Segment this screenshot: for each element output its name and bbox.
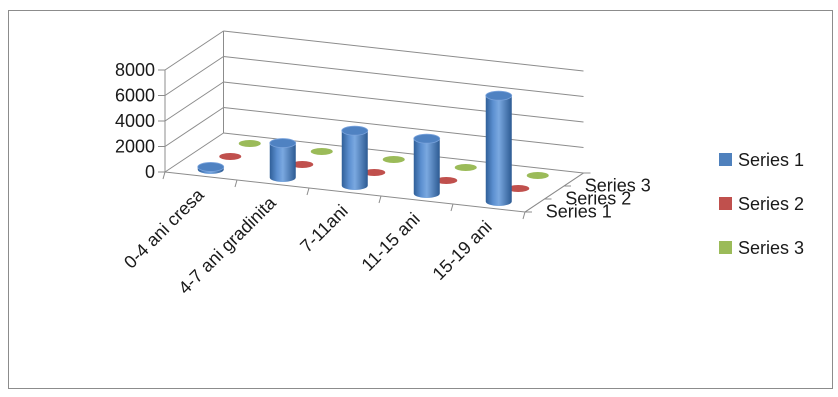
data-disc	[435, 177, 458, 184]
data-bar	[197, 162, 225, 174]
data-disc	[363, 169, 386, 176]
y-tick-label: 0	[145, 162, 155, 182]
back-gridline	[223, 56, 584, 97]
side-gridline	[164, 81, 224, 122]
depth-label: Series 1	[546, 202, 612, 222]
x-tick	[162, 171, 166, 180]
legend-swatch	[719, 241, 732, 254]
y-axis: 0 2000 4000 6000 8000	[115, 60, 165, 182]
bar-body	[485, 95, 512, 206]
data-bar	[341, 125, 369, 190]
data-disc	[219, 153, 242, 160]
data-disc	[526, 172, 549, 179]
bar-top	[485, 90, 513, 101]
data-bar	[269, 138, 297, 183]
depth-label: Series 3	[585, 176, 651, 196]
legend-label: Series 1	[738, 150, 804, 170]
legend: Series 1 Series 2 Series 3	[719, 150, 804, 258]
bar-top	[269, 138, 297, 148]
x-tick	[234, 179, 238, 188]
depth-axis-line	[524, 172, 584, 213]
bar-body	[341, 130, 368, 190]
data-disc	[291, 161, 314, 168]
x-tick	[522, 211, 526, 220]
legend-label: Series 3	[738, 238, 804, 258]
legend-label: Series 2	[738, 194, 804, 214]
bar-top	[341, 125, 369, 136]
bar-top	[413, 133, 441, 144]
y-tick-label: 4000	[115, 111, 155, 131]
back-gridline	[223, 107, 584, 148]
y-tick-label: 2000	[115, 137, 155, 157]
bar-body	[269, 143, 296, 183]
data-bar	[413, 133, 441, 198]
data-disc	[507, 185, 530, 192]
y-tick-label: 6000	[115, 86, 155, 106]
data-disc	[382, 156, 405, 163]
x-tick	[450, 203, 454, 212]
back-gridline	[223, 81, 584, 123]
data-disc	[310, 148, 333, 155]
chart-marks	[197, 90, 549, 206]
data-disc	[454, 164, 477, 171]
chart-border	[8, 10, 833, 389]
data-bar	[485, 90, 513, 206]
legend-swatch	[719, 153, 732, 166]
x-tick	[306, 187, 310, 196]
depth-label: Series 2	[565, 189, 631, 209]
bar-body	[413, 138, 440, 198]
legend-swatch	[719, 197, 732, 210]
back-gridline	[223, 30, 584, 72]
data-disc	[238, 140, 261, 147]
x-tick	[378, 195, 382, 204]
y-tick-label: 8000	[115, 60, 155, 80]
side-gridline	[164, 107, 224, 147]
side-gridline	[164, 132, 224, 173]
side-gridline	[164, 56, 224, 96]
side-gridline	[164, 30, 224, 71]
bar-top	[197, 162, 225, 172]
